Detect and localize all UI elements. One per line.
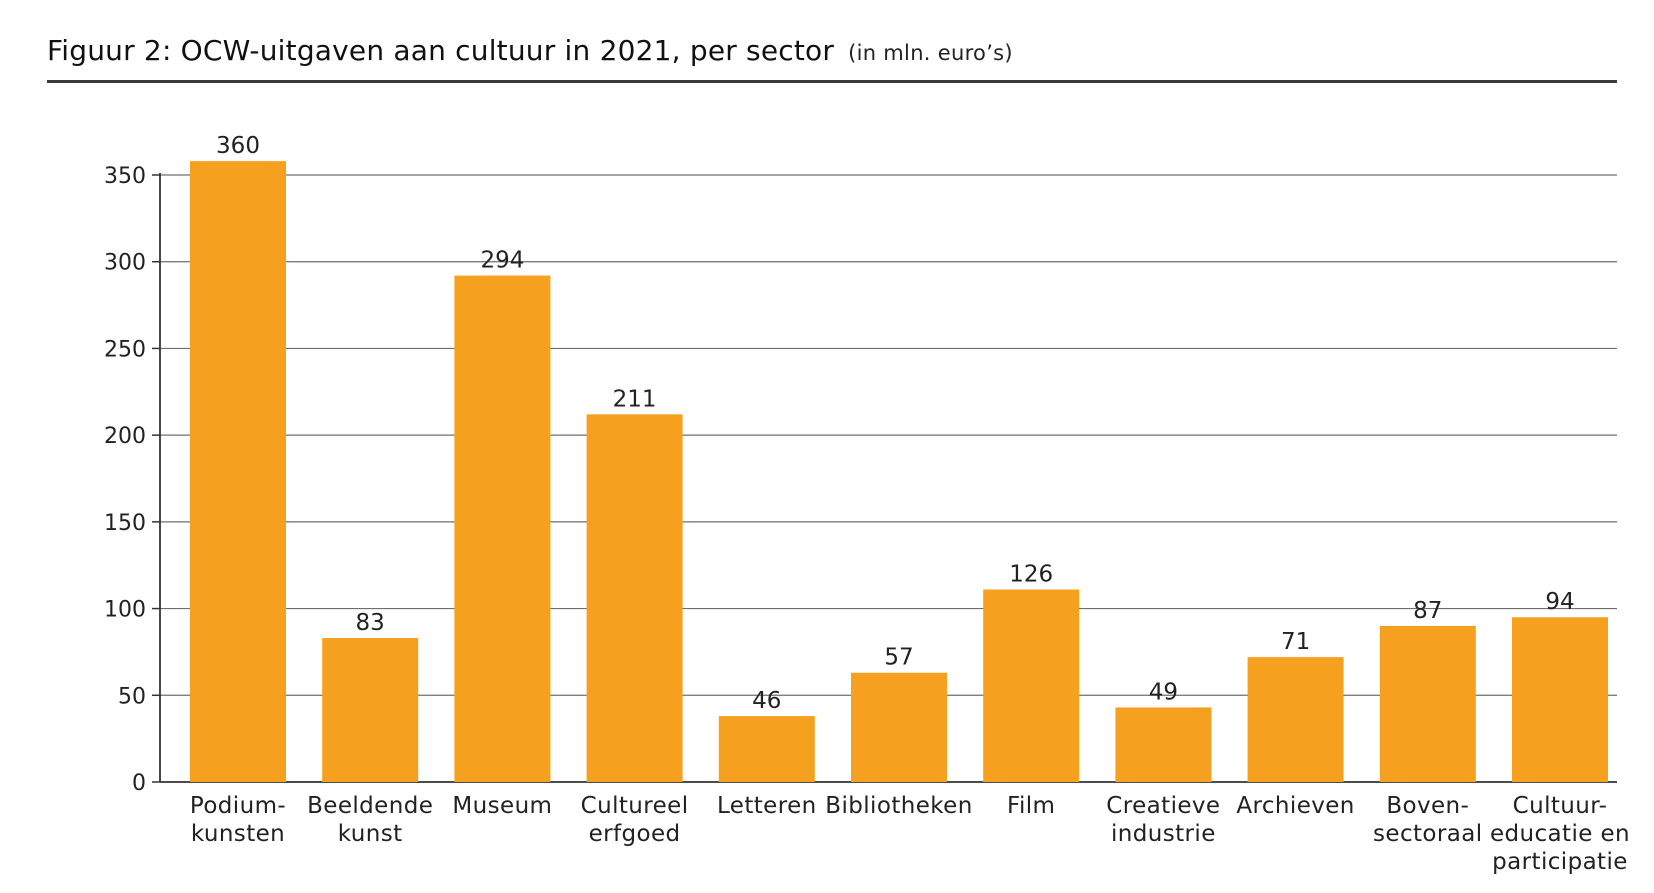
y-tick-label-150: 150 [104, 511, 146, 536]
x-category-label-8-0: Archieven [1236, 793, 1354, 819]
bar-9 [1379, 625, 1476, 782]
bar-2 [454, 275, 551, 782]
bar-5 [851, 672, 947, 782]
chart-title: Figuur 2: OCW-uitgaven aan cultuur in 20… [47, 34, 835, 67]
x-category-label-10-1: educatie en [1490, 821, 1630, 847]
y-tick-label-300: 300 [104, 251, 146, 276]
value-label-6: 126 [1009, 561, 1053, 587]
value-label-8: 71 [1281, 629, 1310, 655]
x-category-label-5-0: Bibliotheken [825, 793, 972, 819]
value-label-9: 87 [1413, 598, 1442, 624]
bar-0 [190, 161, 286, 782]
value-label-10: 94 [1545, 589, 1574, 615]
value-label-3: 211 [613, 386, 657, 412]
x-category-label-2-0: Museum [452, 793, 552, 819]
x-category-label-9-1: sectoraal [1373, 821, 1483, 847]
value-label-0: 360 [216, 133, 260, 159]
title-rule [47, 80, 1617, 83]
value-label-4: 46 [752, 688, 781, 714]
x-category-label-7-1: industrie [1111, 821, 1216, 847]
value-label-5: 57 [884, 645, 913, 671]
x-category-label-1-1: kunst [338, 821, 403, 847]
y-tick-label-350: 350 [104, 164, 146, 189]
bar-1 [322, 638, 419, 782]
x-category-label-0-0: Podium- [190, 793, 286, 819]
x-category-label-0-1: kunsten [191, 821, 285, 847]
x-category-label-7-0: Creatieve [1106, 793, 1220, 819]
y-tick-label-250: 250 [104, 337, 146, 362]
value-label-7: 49 [1149, 679, 1178, 705]
value-label-2: 294 [480, 248, 524, 274]
x-category-label-3-0: Cultureel [581, 793, 689, 819]
bar-10 [1512, 617, 1608, 782]
bar-4 [718, 716, 815, 782]
bar-8 [1247, 657, 1344, 782]
y-tick-label-50: 50 [118, 684, 146, 709]
x-category-label-10-0: Cultuur- [1513, 793, 1608, 819]
x-category-label-6-0: Film [1007, 793, 1055, 819]
chart-header: Figuur 2: OCW-uitgaven aan cultuur in 20… [47, 34, 1617, 82]
x-category-label-10-2: participatie [1492, 849, 1628, 875]
x-category-label-9-0: Boven- [1386, 793, 1469, 819]
bar-3 [586, 414, 683, 782]
x-category-label-3-1: erfgoed [589, 821, 681, 847]
y-tick-label-100: 100 [104, 598, 146, 623]
x-category-label-1-0: Beeldende [307, 793, 433, 819]
y-tick-label-0: 0 [132, 771, 146, 796]
bar-6 [983, 589, 1080, 782]
value-label-1: 83 [356, 610, 385, 636]
y-tick-label-200: 200 [104, 424, 146, 449]
bar-7 [1115, 707, 1212, 782]
chart-subtitle: (in mln. euro’s) [848, 41, 1013, 65]
x-category-label-4-0: Letteren [717, 793, 817, 819]
